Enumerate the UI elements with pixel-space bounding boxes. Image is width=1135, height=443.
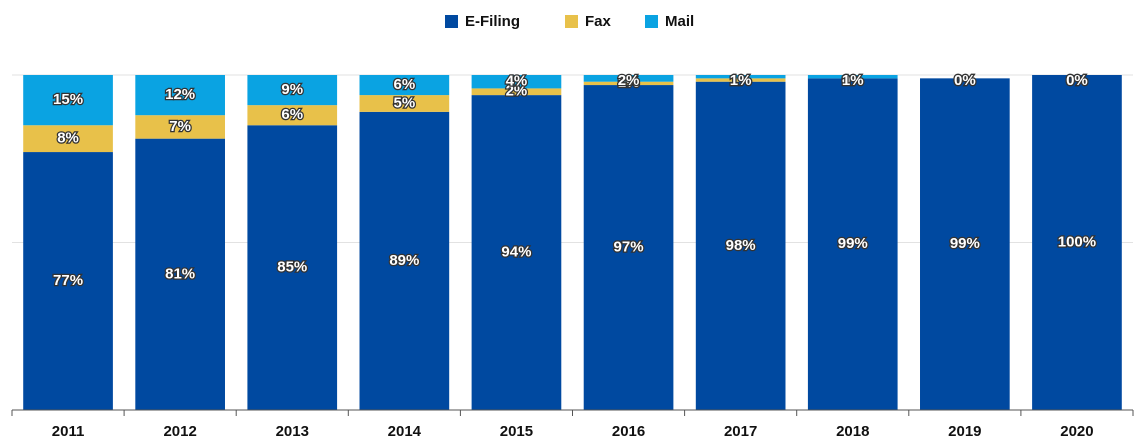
bar-segment bbox=[359, 95, 450, 112]
bar-segment bbox=[695, 75, 786, 79]
x-tick-label: 2011 bbox=[52, 423, 85, 440]
value-label: 8% bbox=[57, 130, 79, 147]
bar-segment bbox=[247, 125, 338, 410]
bar-segment bbox=[471, 75, 562, 89]
bar-segment bbox=[359, 111, 450, 410]
value-label: 89% bbox=[389, 252, 419, 269]
value-label: 1% bbox=[618, 74, 640, 91]
bar-segment bbox=[135, 138, 225, 410]
value-label: 0% bbox=[1066, 72, 1088, 89]
value-label: 6% bbox=[281, 106, 303, 123]
value-label: 99% bbox=[950, 235, 980, 252]
bar-segment bbox=[1032, 75, 1122, 410]
legend-label: Mail bbox=[665, 13, 694, 30]
value-label: 6% bbox=[394, 76, 416, 93]
legend-swatch bbox=[565, 15, 578, 28]
value-label: 2% bbox=[506, 83, 528, 100]
bar-segment bbox=[583, 81, 674, 86]
bar-segment bbox=[135, 75, 225, 116]
value-label: 99% bbox=[838, 235, 868, 252]
legend-label: Fax bbox=[585, 13, 612, 30]
bar-segment bbox=[807, 78, 898, 410]
value-label: 15% bbox=[53, 91, 83, 108]
x-tick-label: 2018 bbox=[836, 423, 869, 440]
value-label: 9% bbox=[281, 81, 303, 98]
bar-segment bbox=[471, 95, 562, 410]
value-label: 85% bbox=[277, 259, 307, 276]
bar-segment bbox=[920, 78, 1010, 410]
bar-segment bbox=[471, 88, 562, 96]
bar-segment bbox=[359, 75, 450, 96]
value-label: 100% bbox=[1058, 233, 1096, 250]
value-label: 97% bbox=[614, 238, 644, 255]
bar-segment bbox=[247, 105, 338, 126]
bar-segment bbox=[247, 75, 338, 106]
bar-segment bbox=[23, 75, 113, 126]
value-label: 7% bbox=[169, 118, 191, 135]
value-label: 2% bbox=[618, 72, 640, 89]
value-label: 94% bbox=[501, 244, 531, 261]
x-tick-label: 2016 bbox=[612, 423, 645, 440]
x-tick-label: 2012 bbox=[163, 423, 196, 440]
value-label: 0% bbox=[954, 72, 976, 89]
value-label: 0% bbox=[842, 72, 864, 89]
x-tick-label: 2014 bbox=[388, 423, 422, 440]
value-label: 1% bbox=[730, 72, 752, 89]
legend-label: E-Filing bbox=[465, 13, 520, 30]
x-tick-label: 2013 bbox=[276, 423, 309, 440]
bar-segment bbox=[583, 75, 674, 82]
bar-segment bbox=[695, 78, 786, 82]
value-label: 4% bbox=[506, 73, 528, 90]
bar-segment bbox=[695, 81, 786, 410]
bar-segment bbox=[23, 125, 113, 153]
x-tick-label: 2020 bbox=[1060, 423, 1093, 440]
bar-segment bbox=[135, 115, 225, 139]
bar-segment bbox=[807, 75, 898, 79]
bar-segment bbox=[23, 152, 113, 411]
value-label: 77% bbox=[53, 272, 83, 289]
x-tick-label: 2019 bbox=[948, 423, 981, 440]
value-label: 1% bbox=[842, 72, 864, 89]
value-label: 5% bbox=[394, 94, 416, 111]
value-label: 0% bbox=[1066, 72, 1088, 89]
value-label: 12% bbox=[165, 86, 195, 103]
x-tick-label: 2017 bbox=[724, 423, 757, 440]
x-tick-label: 2015 bbox=[500, 423, 533, 440]
value-label: 81% bbox=[165, 265, 195, 282]
value-label: 98% bbox=[726, 237, 756, 254]
value-label: 1% bbox=[730, 72, 752, 89]
value-label: 0% bbox=[954, 72, 976, 89]
legend-swatch bbox=[645, 15, 658, 28]
legend-swatch bbox=[445, 15, 458, 28]
bar-segment bbox=[583, 85, 674, 411]
